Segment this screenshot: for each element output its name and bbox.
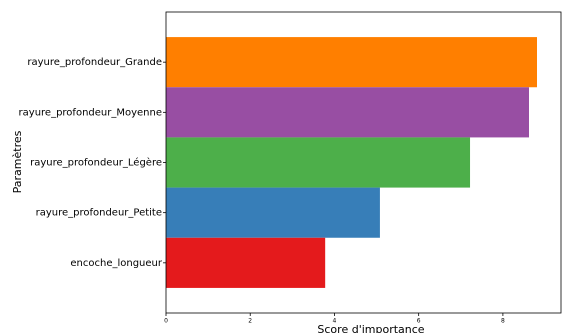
y-tick-label: rayure_profondeur_Petite <box>36 208 162 219</box>
y-tick-label: rayure_profondeur_Légère <box>30 157 162 169</box>
y-tick-label: encoche_longueur <box>70 258 163 269</box>
x-tick-label: 4 <box>333 318 337 325</box>
bar <box>166 87 529 138</box>
bar <box>166 237 326 288</box>
x-tick-label: 0 <box>164 318 168 325</box>
bar <box>166 187 380 238</box>
plot-frame <box>165 11 562 314</box>
y-tick-label: rayure_profondeur_Moyenne <box>19 107 162 118</box>
y-axis-label: Paramètres <box>11 130 24 193</box>
x-tick-label: 8 <box>501 318 505 325</box>
x-axis-label: Score d'importance <box>317 323 424 333</box>
bar <box>166 137 471 188</box>
x-tick-label: 2 <box>248 318 252 325</box>
bar <box>166 37 537 88</box>
y-tick-label: rayure_profondeur_Grande <box>27 57 162 68</box>
x-tick-label: 6 <box>417 318 421 325</box>
